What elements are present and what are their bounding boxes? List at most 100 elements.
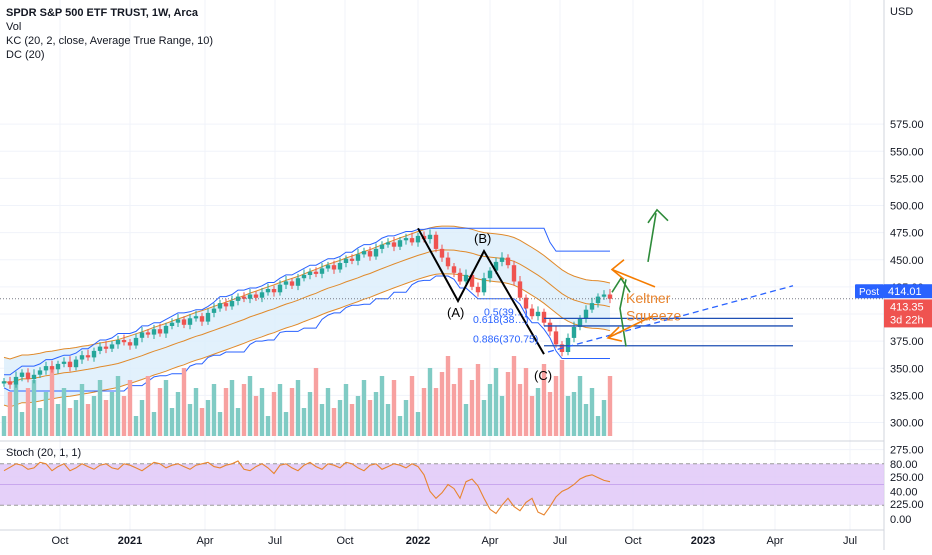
post-badge-label: Post	[859, 287, 879, 298]
chart-legend: SPDR S&P 500 ETF TRUST, 1W, Arca Vol KC …	[6, 6, 213, 62]
volume-bar	[607, 376, 613, 436]
volume-bar	[31, 380, 37, 436]
candle-body	[337, 263, 343, 270]
time-tick: Jul	[268, 535, 282, 547]
volume-bar	[313, 368, 319, 436]
candle-body	[19, 372, 25, 377]
candle-body	[307, 271, 313, 275]
time-tick: Jul	[553, 535, 567, 547]
candle-body	[409, 238, 415, 243]
volume-bar	[379, 376, 385, 436]
candle-body	[67, 361, 73, 368]
volume-bar	[19, 412, 25, 436]
abc-zigzag	[417, 227, 545, 355]
volume-bar	[487, 384, 493, 436]
volume-bar	[439, 372, 445, 436]
price-tick: 375.00	[890, 336, 924, 348]
label-A: (A)	[447, 305, 464, 320]
volume-bar	[469, 380, 475, 436]
candle-body	[103, 346, 109, 349]
candle-body	[151, 329, 157, 335]
legend-donchian[interactable]: DC (20)	[6, 49, 45, 61]
time-tick: Apr	[196, 535, 213, 547]
candle-body	[319, 268, 325, 274]
candle-body	[55, 363, 61, 370]
candle-body	[439, 248, 445, 258]
volume-bar	[151, 412, 157, 436]
volume-bar	[241, 384, 247, 436]
volume-bar	[175, 392, 181, 436]
price-tick: 450.00	[890, 255, 924, 267]
candle-body	[547, 322, 553, 332]
candle-body	[517, 281, 523, 298]
volume-bar	[397, 416, 403, 436]
candle-body	[325, 265, 331, 269]
candle-body	[121, 340, 127, 343]
candle-body	[193, 316, 199, 319]
candle-body	[199, 316, 205, 322]
candle-body	[505, 257, 511, 266]
volume-bar	[265, 416, 271, 436]
volume-bar	[1, 416, 7, 436]
volume-bar	[463, 404, 469, 436]
stoch-tick: 0.00	[890, 514, 911, 526]
volume-bar	[391, 380, 397, 436]
volume-bar	[445, 356, 451, 436]
price-tick: 225.00	[890, 499, 924, 511]
candle-body	[13, 376, 19, 385]
last-price-badge	[884, 299, 932, 328]
time-tick: Jul	[843, 535, 857, 547]
volume-bar	[55, 404, 61, 436]
candle-body	[7, 381, 13, 385]
candle-body	[313, 271, 319, 274]
candle-body	[31, 374, 37, 380]
volume-bar	[163, 380, 169, 436]
candle-body	[187, 318, 193, 325]
orange-arrow-down	[607, 315, 653, 339]
volume-bar	[229, 380, 235, 436]
candle-body	[595, 296, 601, 304]
volume-bar	[373, 392, 379, 436]
legend-volume[interactable]: Vol	[6, 21, 22, 33]
candle-body	[373, 248, 379, 257]
candle-body	[127, 342, 133, 346]
legend-title[interactable]: SPDR S&P 500 ETF TRUST, 1W, Arca	[6, 7, 198, 19]
green-arrow-2	[647, 212, 657, 263]
candles	[1, 229, 613, 389]
volume-bars	[1, 356, 613, 436]
green-arrow-1-head	[611, 276, 631, 293]
donchian-upper	[4, 227, 610, 376]
volume-bar	[553, 376, 559, 436]
keltner-channel	[3, 225, 611, 408]
volume-bar	[133, 416, 139, 436]
volume-bar	[193, 388, 199, 436]
legend-keltner[interactable]: KC (20, 2, close, Average True Range, 10…	[6, 35, 214, 47]
candle-body	[211, 308, 217, 313]
legend-stoch[interactable]: Stoch (20, 1, 1)	[6, 447, 82, 459]
volume-bar	[91, 396, 97, 436]
candle-body	[457, 272, 463, 282]
candle-body	[271, 289, 277, 293]
label-B: (B)	[474, 231, 491, 246]
candle-body	[223, 303, 229, 307]
stoch-pane	[0, 460, 884, 516]
volume-bar	[79, 384, 85, 436]
currency-label: USD	[890, 6, 913, 18]
candle-body	[463, 274, 469, 282]
candle-body	[217, 303, 223, 309]
volume-bar	[505, 372, 511, 436]
volume-bar	[43, 392, 49, 436]
volume-bar	[571, 392, 577, 436]
volume-bar	[121, 396, 127, 436]
candle-body	[79, 355, 85, 360]
time-tick: Oct	[51, 535, 68, 547]
volume-bar	[595, 416, 601, 436]
candle-body	[571, 327, 577, 338]
volume-bar	[67, 408, 73, 436]
price-tick: 475.00	[890, 228, 924, 240]
volume-bar	[499, 396, 505, 436]
price-tick: 250.00	[890, 472, 924, 484]
candle-body	[175, 319, 181, 323]
